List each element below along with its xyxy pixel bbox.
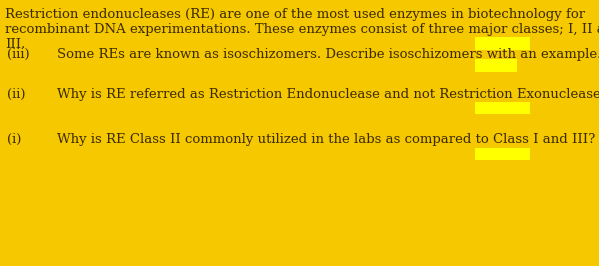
Bar — [475, 148, 530, 160]
Bar — [475, 37, 530, 50]
Bar — [475, 59, 517, 72]
Bar — [475, 102, 530, 114]
Text: (i): (i) — [7, 133, 22, 146]
Text: (ii): (ii) — [7, 88, 26, 101]
Text: Restriction endonucleases (RE) are one of the most used enzymes in biotechnology: Restriction endonucleases (RE) are one o… — [5, 8, 599, 51]
Text: Why is RE referred as Restriction Endonuclease and not Restriction Exonuclease?: Why is RE referred as Restriction Endonu… — [57, 88, 599, 101]
Text: Why is RE Class II commonly utilized in the labs as compared to Class I and III?: Why is RE Class II commonly utilized in … — [57, 133, 595, 146]
Text: Some REs are known as isoschizomers. Describe isoschizomers with an example.: Some REs are known as isoschizomers. Des… — [57, 48, 599, 61]
Text: (iii): (iii) — [7, 48, 30, 61]
